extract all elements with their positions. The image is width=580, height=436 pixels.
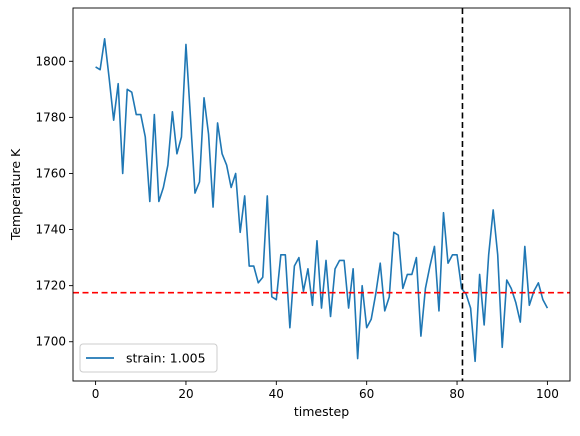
x-tick-label: 80 (449, 387, 464, 401)
y-tick-label: 1700 (35, 335, 66, 349)
plot-area (73, 8, 570, 381)
y-tick-label: 1780 (35, 110, 66, 124)
y-tick-label: 1800 (35, 54, 66, 68)
x-axis-label: timestep (294, 404, 349, 419)
y-axis-label: Temperature K (8, 148, 23, 241)
x-tick-label: 20 (178, 387, 193, 401)
y-tick-label: 1760 (35, 166, 66, 180)
legend: strain: 1.005 (79, 343, 218, 373)
plot-frame (72, 7, 571, 382)
series-line-0 (95, 38, 549, 363)
legend-box (79, 343, 218, 373)
axes: 0 20 40 60 80 100 1700 1720 1740 1760 1780 1800 (35, 7, 571, 401)
legend-label: strain: 1.005 (126, 351, 206, 366)
x-tick-label: 40 (269, 387, 284, 401)
x-tick-label: 100 (536, 387, 559, 401)
y-tick-label: 1720 (35, 279, 66, 293)
x-tick-label: 0 (92, 387, 100, 401)
y-tick-label: 1740 (35, 223, 66, 237)
x-tick-label: 60 (359, 387, 374, 401)
